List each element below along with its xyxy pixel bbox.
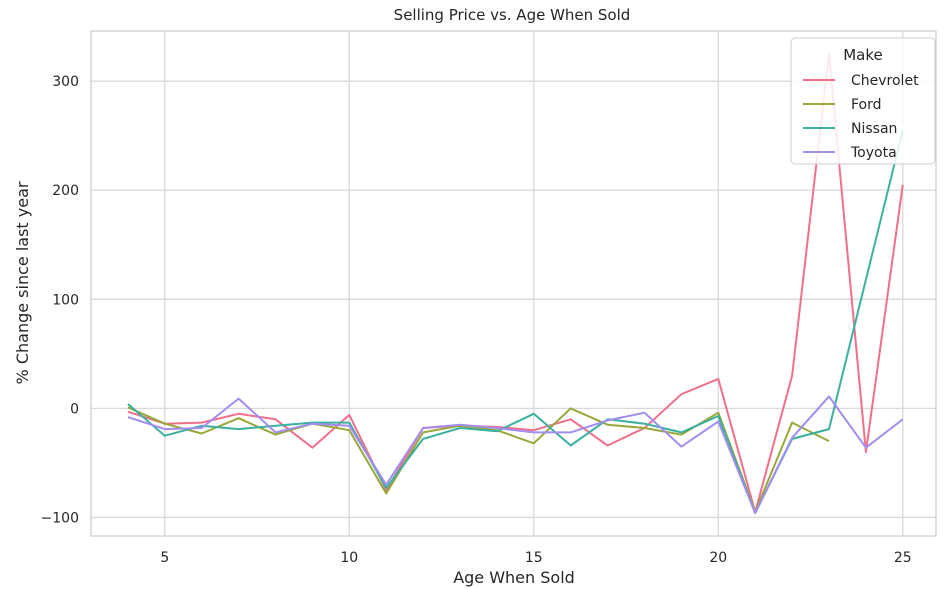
y-tick-label: 100 <box>52 292 79 308</box>
x-tick-label: 10 <box>340 550 358 566</box>
legend-label-toyota: Toyota <box>850 145 897 161</box>
x-tick-label: 5 <box>160 550 169 566</box>
series-line-ford <box>127 406 830 513</box>
x-tick-labels: 5 10 15 20 25 <box>160 550 911 566</box>
y-tick-label: 300 <box>52 74 79 90</box>
series-line-nissan <box>127 130 904 515</box>
plot-frame <box>90 30 937 537</box>
x-axis-label: Age When Sold <box>453 568 575 587</box>
series-line-chevrolet <box>127 52 904 513</box>
legend-label-chevrolet: Chevrolet <box>851 73 919 89</box>
y-tick-label: 200 <box>52 183 79 199</box>
y-tick-label: −100 <box>41 510 79 526</box>
y-tick-labels: −100 0 100 200 300 <box>41 74 79 526</box>
legend: Make Chevrolet Ford Nissan Toyota <box>790 37 936 165</box>
legend-label-nissan: Nissan <box>851 121 897 137</box>
legend-title: Make <box>843 46 883 64</box>
legend-items: Chevrolet Ford Nissan Toyota <box>803 73 919 161</box>
x-tick-label: 15 <box>525 550 543 566</box>
series-lines <box>127 52 904 515</box>
series-line-toyota <box>127 395 904 515</box>
y-axis-label: % Change since last year <box>13 181 32 384</box>
legend-label-ford: Ford <box>851 97 882 113</box>
chart-title: Selling Price vs. Age When Sold <box>394 6 631 24</box>
legend-box <box>790 37 936 165</box>
x-tick-label: 25 <box>894 550 912 566</box>
x-tick-label: 20 <box>709 550 727 566</box>
y-tick-label: 0 <box>70 401 79 417</box>
